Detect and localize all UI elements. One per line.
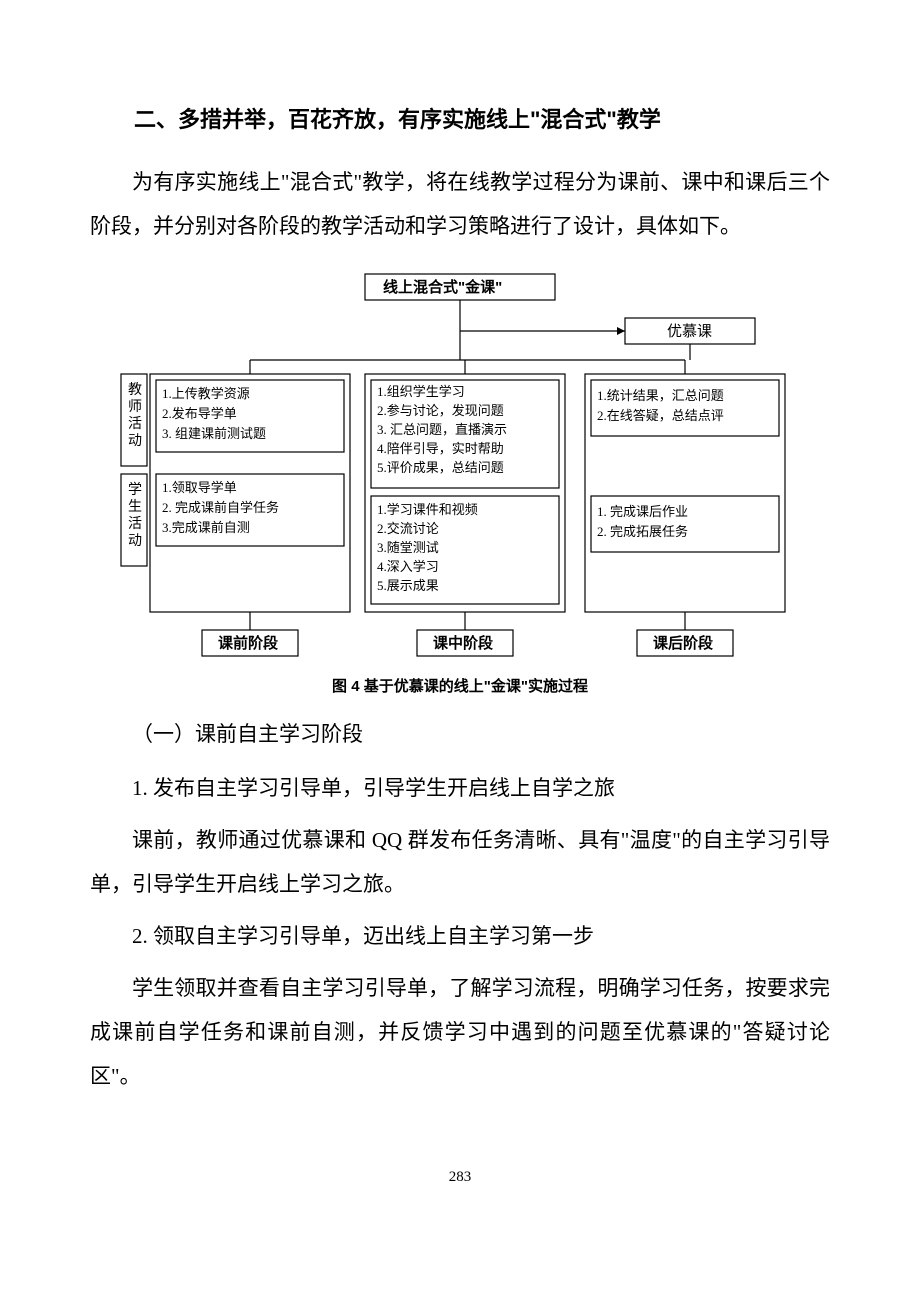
svg-text:2.发布导学单: 2.发布导学单 <box>162 406 237 421</box>
svg-text:1. 完成课后作业: 1. 完成课后作业 <box>597 504 688 519</box>
svg-text:1.学习课件和视频: 1.学习课件和视频 <box>377 502 478 517</box>
svg-text:学: 学 <box>128 482 142 498</box>
svg-text:4.陪伴引导，实时帮助: 4.陪伴引导，实时帮助 <box>377 441 504 456</box>
svg-text:1.上传教学资源: 1.上传教学资源 <box>162 386 250 401</box>
svg-text:优慕课: 优慕课 <box>667 323 712 340</box>
subsection-heading: （一）课前自主学习阶段 <box>90 712 830 756</box>
flowchart-svg: 线上混合式"金课"优慕课教师活动学生活动1.上传教学资源2.发布导学单3. 组建… <box>95 270 825 660</box>
svg-text:5.评价成果，总结问题: 5.评价成果，总结问题 <box>377 460 504 475</box>
svg-text:活: 活 <box>128 516 142 532</box>
svg-text:3.完成课前自测: 3.完成课前自测 <box>162 520 250 535</box>
item2-body: 学生领取并查看自主学习引导单，了解学习流程，明确学习任务，按要求完成课前自学任务… <box>90 966 830 1098</box>
svg-text:1.统计结果，汇总问题: 1.统计结果，汇总问题 <box>597 388 724 403</box>
page-number: 283 <box>90 1169 830 1186</box>
svg-text:3. 组建课前测试题: 3. 组建课前测试题 <box>162 426 266 441</box>
svg-text:2. 完成拓展任务: 2. 完成拓展任务 <box>597 524 688 539</box>
section-heading: 二、多措并举，百花齐放，有序实施线上"混合式"教学 <box>90 100 830 140</box>
svg-text:动: 动 <box>128 533 142 549</box>
svg-text:2.参与讨论，发现问题: 2.参与讨论，发现问题 <box>377 403 504 418</box>
svg-text:活: 活 <box>128 416 142 432</box>
svg-text:课中阶段: 课中阶段 <box>433 634 493 652</box>
item1-body: 课前，教师通过优慕课和 QQ 群发布任务清晰、具有"温度"的自主学习引导单，引导… <box>90 818 830 906</box>
svg-text:师: 师 <box>128 399 142 415</box>
svg-text:课前阶段: 课前阶段 <box>218 634 278 652</box>
svg-text:3.随堂测试: 3.随堂测试 <box>377 540 439 555</box>
svg-text:4.深入学习: 4.深入学习 <box>377 559 439 574</box>
svg-text:1.领取导学单: 1.领取导学单 <box>162 480 237 495</box>
figure-caption: 图 4 基于优慕课的线上"金课"实施过程 <box>90 675 830 696</box>
svg-text:2. 完成课前自学任务: 2. 完成课前自学任务 <box>162 500 279 515</box>
svg-text:生: 生 <box>128 499 142 515</box>
svg-text:3. 汇总问题，直播演示: 3. 汇总问题，直播演示 <box>377 422 507 437</box>
svg-text:线上混合式"金课": 线上混合式"金课" <box>383 278 502 296</box>
svg-text:2.交流讨论: 2.交流讨论 <box>377 521 439 536</box>
svg-text:2.在线答疑，总结点评: 2.在线答疑，总结点评 <box>597 408 724 423</box>
svg-text:1.组织学生学习: 1.组织学生学习 <box>377 384 465 399</box>
item1-title: 1. 发布自主学习引导单，引导学生开启线上自学之旅 <box>90 766 830 810</box>
flowchart-diagram: 线上混合式"金课"优慕课教师活动学生活动1.上传教学资源2.发布导学单3. 组建… <box>95 270 825 665</box>
svg-text:课后阶段: 课后阶段 <box>653 634 713 652</box>
intro-paragraph: 为有序实施线上"混合式"教学，将在线教学过程分为课前、课中和课后三个阶段，并分别… <box>90 160 830 248</box>
svg-text:动: 动 <box>128 433 142 449</box>
svg-text:教: 教 <box>128 382 142 398</box>
svg-text:5.展示成果: 5.展示成果 <box>377 578 439 593</box>
item2-title: 2. 领取自主学习引导单，迈出线上自主学习第一步 <box>90 914 830 958</box>
